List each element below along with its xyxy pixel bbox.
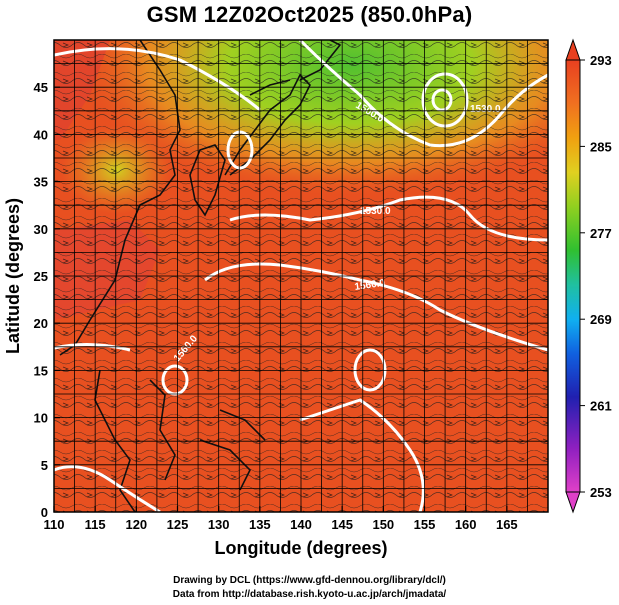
colorbar-max-arrow — [565, 38, 581, 61]
colorbar: 253 261 269 277 285 293 — [565, 38, 612, 514]
colorbar-tick-label: 261 — [590, 399, 612, 414]
x-tick-label: 165 — [496, 517, 518, 532]
y-tick-label: 30 — [34, 222, 48, 237]
contour-label-1560-center: 1560.0 — [354, 278, 386, 293]
y-tick-label: 5 — [41, 458, 48, 473]
lat-lon-grid — [53, 39, 549, 513]
x-tick-label: 150 — [372, 517, 394, 532]
x-tick-label: 155 — [414, 517, 436, 532]
x-axis-title: Longitude (degrees) — [214, 538, 387, 558]
map-title: GSM 12Z02Oct2025 (850.0hPa) — [146, 2, 473, 27]
x-tick-label: 130 — [208, 517, 230, 532]
x-tick-label: 135 — [249, 517, 271, 532]
x-tick-label: 125 — [167, 517, 189, 532]
contour-label-1530-north: 1530.0 — [360, 206, 391, 217]
x-tick-label: 145 — [331, 517, 353, 532]
colorbar-tick-label: 293 — [590, 53, 612, 68]
credit-drawing: Drawing by DCL (https://www.gfd-dennou.o… — [173, 575, 446, 586]
x-tick-label: 110 — [44, 517, 65, 532]
y-tick-label: 45 — [34, 80, 48, 95]
y-tick-label: 15 — [34, 363, 48, 378]
y-axis-ticks: 0 5 10 15 20 25 30 35 40 45 — [34, 80, 60, 520]
y-tick-label: 10 — [34, 411, 48, 426]
x-tick-label: 160 — [455, 517, 477, 532]
contour-label-1530-low: 1530.0 — [470, 104, 501, 115]
colorbar-tick-label: 253 — [590, 485, 612, 500]
x-tick-label: 140 — [290, 517, 312, 532]
colorbar-tick-label: 269 — [590, 312, 612, 327]
y-tick-label: 0 — [41, 505, 48, 520]
colorbar-tick-label: 285 — [590, 139, 612, 154]
x-axis-ticks: 110 115 120 125 130 135 140 145 150 155 160 165 — [44, 506, 518, 532]
y-axis-title: Latitude (degrees) — [3, 198, 23, 354]
colorbar-tick-label: 277 — [590, 226, 612, 241]
y-tick-label: 25 — [34, 269, 48, 284]
colorbar-ticks: 253 261 269 277 285 293 — [580, 53, 612, 500]
y-tick-label: 20 — [34, 316, 48, 331]
credit-data: Data from http://database.rish.kyoto-u.a… — [172, 589, 447, 600]
colorbar-scale — [565, 59, 581, 493]
y-tick-label: 35 — [34, 175, 48, 190]
x-tick-label: 115 — [85, 517, 106, 532]
colorbar-min-arrow — [565, 491, 581, 514]
y-tick-label: 40 — [34, 127, 48, 142]
x-tick-label: 120 — [125, 517, 147, 532]
